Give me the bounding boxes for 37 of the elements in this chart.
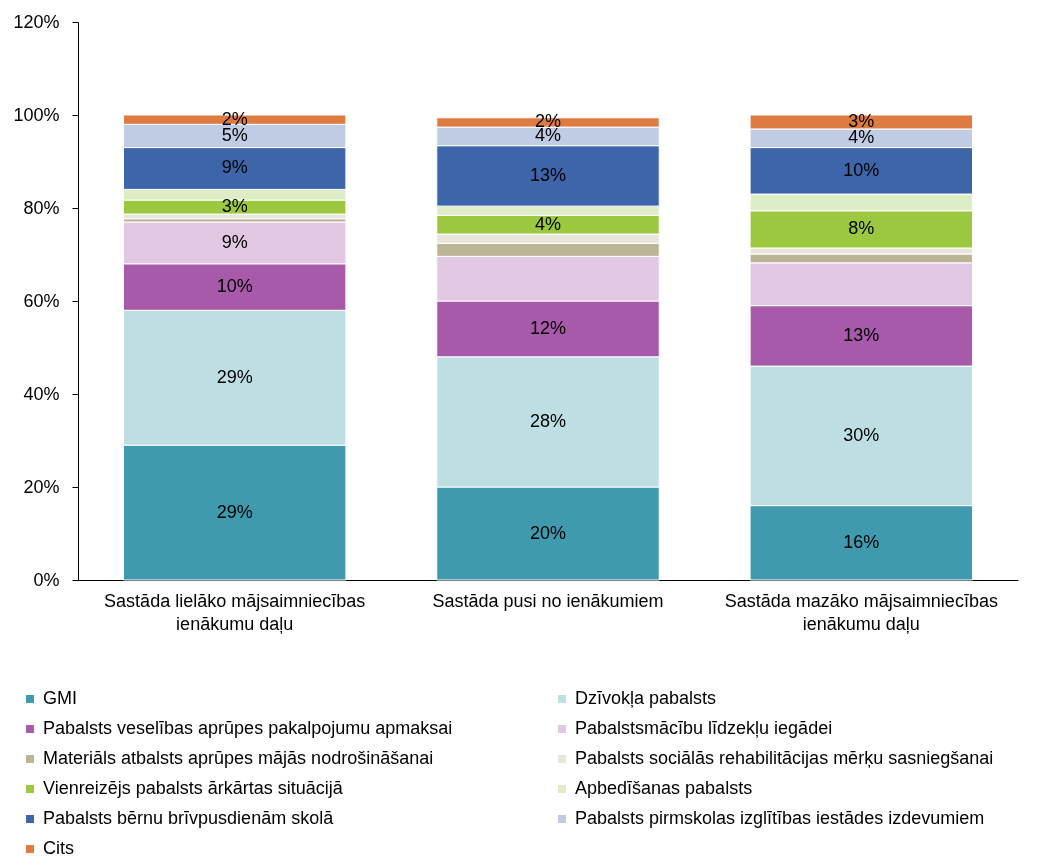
legend-label: Pabalstsmācību līdzekļu iegādei [575,718,833,738]
y-tick-label: 80% [23,197,60,218]
y-tick-label: 0% [33,569,60,590]
data-label: 13% [529,164,567,185]
y-tick-label: 120% [13,11,60,32]
data-label: 28% [529,410,567,431]
legend-label: Vienreizējs pabalsts ārkārtas situācijā [43,778,344,798]
data-label: 9% [221,231,248,252]
y-tick-label: 40% [23,383,60,404]
legend-label: Pabalsts veselības aprūpes pakalpojumu apmaksai [43,718,453,738]
data-label: 10% [843,159,880,180]
data-label: 29% [216,501,253,522]
y-tick-label: 100% [13,104,60,125]
data-label: 12% [529,317,567,338]
y-tick-label: 60% [23,290,60,311]
legend-label: Materiāls atbalsts aprūpes mājās nodrošināšanai [43,748,434,768]
legend-label: GMI [43,688,77,708]
data-label: 29% [216,366,253,387]
data-label: 30% [843,424,880,445]
y-tick-label: 20% [23,476,60,497]
x-tick-label: Sastāda lielāko mājsaimniecības ienākumu daļu [104,590,366,634]
legend-label: Apbedīšanas pabalsts [575,778,753,798]
data-label: 10% [216,276,253,297]
legend-label: Dzīvokļa pabalsts [575,688,717,708]
legend-label: Pabalsts pirmskolas izglītības iestādes izdevumiem [575,808,985,828]
x-tick-label: Sastāda mazāko mājsaimniecības ienākumu daļu [724,590,998,634]
data-label: 3% [221,196,248,217]
legend-label: Cits [43,838,74,858]
data-label: 4% [534,213,562,234]
x-tick-label: Sastāda pusi no ienākumiem [432,590,664,611]
legend-label: Pabalsts sociālās rehabilitācijas mērķu sasniegšanai [575,748,994,768]
data-label: 8% [848,218,875,239]
legend-label: Pabalsts bērnu brīvpusdienām skolā [43,808,335,828]
data-label: 9% [221,157,248,178]
data-label: 20% [529,522,567,543]
data-label: 16% [843,531,880,552]
data-label: 13% [843,324,880,345]
